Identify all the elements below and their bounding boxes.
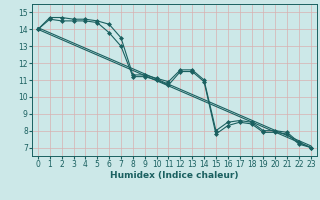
X-axis label: Humidex (Indice chaleur): Humidex (Indice chaleur) [110, 171, 239, 180]
